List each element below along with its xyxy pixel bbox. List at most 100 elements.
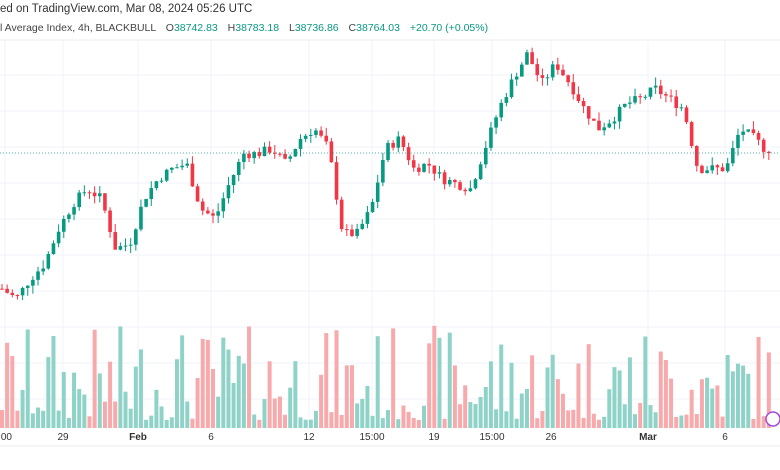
volume-bar [612, 367, 617, 428]
candle-body [298, 138, 303, 149]
volume-bar [746, 373, 751, 428]
candle-body [597, 120, 601, 131]
candle-body [648, 87, 653, 97]
volume-bar [689, 389, 694, 428]
volume-bar [416, 419, 421, 428]
volume-bar [174, 359, 179, 428]
volume-bar [118, 326, 123, 428]
candle-body [556, 64, 560, 70]
volume-bar [679, 415, 684, 428]
volume-bar [422, 405, 427, 428]
volume-bar [648, 405, 653, 428]
candle-body [561, 69, 565, 76]
candle-body [422, 163, 426, 172]
candle-body [581, 101, 586, 107]
candle-body [226, 185, 231, 199]
volume-bar [128, 408, 133, 428]
candle-body [267, 146, 272, 153]
candle-body [509, 79, 514, 98]
candle-body [725, 163, 730, 172]
volume-bar [190, 418, 195, 428]
volume-bar [329, 412, 334, 428]
volume-bar [499, 344, 504, 428]
volume-bar [25, 329, 30, 428]
candle-body [715, 165, 720, 168]
candle-body [216, 211, 220, 216]
candle-body [370, 201, 375, 213]
volume-bar [519, 393, 524, 428]
volume-bar [437, 337, 442, 428]
candle-body [283, 153, 287, 159]
volume-bar [530, 355, 535, 428]
candle-body [51, 243, 56, 255]
volume-bar [46, 357, 51, 428]
volume-bar [653, 412, 658, 428]
candle-body [72, 207, 76, 215]
candle-body [108, 210, 112, 233]
candle-body [447, 180, 452, 185]
candle-body [658, 85, 663, 95]
volume-bar [602, 416, 607, 428]
volume-bar [447, 332, 452, 428]
candle-body [617, 106, 622, 122]
candle-body [365, 212, 370, 224]
candle-body [319, 130, 323, 136]
candle-body [56, 231, 61, 244]
volume-bar [432, 325, 437, 428]
volume-bar [452, 365, 457, 428]
volume-bar [313, 410, 318, 428]
volume-bar [514, 418, 519, 428]
candle-body [381, 160, 385, 183]
candle-body [514, 76, 519, 80]
candle-body [262, 146, 267, 157]
volume-bar [730, 371, 735, 428]
high-value: 38783.18 [235, 22, 280, 34]
candle-body [221, 198, 226, 212]
volume-bar [77, 389, 82, 428]
volume-bar [483, 386, 488, 428]
volume-bar [216, 396, 221, 428]
candle-body [175, 167, 179, 169]
volume-bar [597, 419, 602, 428]
volume-bar [694, 414, 699, 428]
candle-body [46, 254, 51, 269]
published-caption: ed on TradingView.com, Mar 08, 2024 05:2… [0, 3, 253, 15]
volume-bar [293, 361, 298, 428]
candle-body [288, 156, 293, 159]
candle-body [406, 147, 411, 161]
volume-bar [92, 329, 97, 428]
volume-bar [663, 360, 668, 428]
candle-body [674, 96, 679, 109]
candle-body [761, 139, 766, 152]
volume-bar [15, 410, 20, 428]
x-tick-label: 26 [545, 432, 557, 443]
volume-bar [5, 342, 10, 428]
volume-bar [725, 355, 730, 428]
volume-bar [586, 344, 591, 428]
candle-body [643, 96, 648, 98]
volume-bar [370, 415, 375, 428]
volume-bar [627, 357, 632, 428]
volume-bar [308, 419, 313, 428]
volume-bar [180, 335, 185, 428]
volume-bar [761, 416, 766, 428]
candle-body [97, 193, 102, 197]
volume-bar [159, 406, 164, 428]
candle-body [154, 181, 159, 189]
volume-bar [545, 367, 550, 428]
volume-bar [380, 418, 385, 428]
volume-bar [401, 405, 406, 428]
candle-body [309, 134, 313, 136]
candle-body [483, 147, 488, 165]
candle-body [607, 123, 612, 128]
volume-bar [226, 349, 231, 428]
x-tick-label: 15:00 [359, 432, 384, 443]
candle-body [355, 228, 359, 236]
symbol-label: l Average Index, 4h, BLACKBULL [0, 22, 156, 34]
volume-bar [669, 378, 674, 428]
candle-body [128, 244, 133, 246]
volume-bar [658, 351, 663, 428]
candle-body [684, 107, 689, 123]
candle-body [453, 180, 457, 183]
